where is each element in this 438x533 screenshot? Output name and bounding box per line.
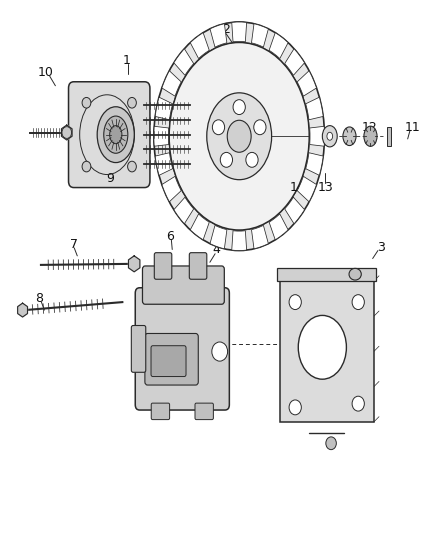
Polygon shape [173,49,193,75]
Bar [386,127,390,146]
Circle shape [82,161,91,172]
Ellipse shape [297,316,346,379]
FancyBboxPatch shape [194,403,213,419]
Polygon shape [190,33,209,59]
Polygon shape [231,231,246,251]
Ellipse shape [348,268,360,280]
Polygon shape [268,33,287,59]
FancyBboxPatch shape [189,253,206,279]
Polygon shape [305,97,322,120]
Circle shape [82,98,91,108]
FancyBboxPatch shape [151,346,186,376]
Text: 11: 11 [403,120,419,134]
Polygon shape [305,153,322,175]
Text: 1: 1 [123,54,131,67]
Text: 10: 10 [37,66,53,79]
Polygon shape [309,126,324,146]
Text: 12: 12 [360,120,376,134]
Polygon shape [162,176,181,202]
Polygon shape [18,303,28,317]
Ellipse shape [245,152,258,167]
Polygon shape [251,225,268,249]
Ellipse shape [169,43,308,230]
FancyBboxPatch shape [142,266,224,304]
FancyBboxPatch shape [145,334,198,385]
Polygon shape [251,23,268,47]
Bar [277,268,375,281]
Polygon shape [154,126,168,146]
Ellipse shape [169,43,308,230]
Text: 8: 8 [35,292,43,305]
Ellipse shape [110,126,122,144]
Circle shape [127,98,136,108]
Circle shape [212,342,227,361]
Ellipse shape [326,132,332,140]
Ellipse shape [153,22,324,251]
Text: 14: 14 [289,181,304,195]
Polygon shape [155,97,172,120]
Polygon shape [162,71,181,96]
Circle shape [351,396,364,411]
Text: 6: 6 [166,230,174,243]
Ellipse shape [206,93,271,180]
Polygon shape [284,49,304,75]
Text: 13: 13 [317,181,332,195]
Ellipse shape [363,126,376,147]
Circle shape [288,400,300,415]
Ellipse shape [321,126,336,147]
Polygon shape [268,214,287,240]
Polygon shape [231,22,246,42]
Text: 9: 9 [106,172,114,185]
Polygon shape [128,256,140,272]
Text: 2: 2 [222,23,230,36]
Text: 4: 4 [212,243,219,256]
Text: 7: 7 [70,238,78,251]
FancyBboxPatch shape [151,403,169,419]
Ellipse shape [342,127,355,146]
Ellipse shape [253,120,265,135]
Circle shape [127,161,136,172]
Ellipse shape [220,152,232,167]
Text: 3: 3 [376,241,384,254]
Polygon shape [284,197,304,224]
FancyBboxPatch shape [135,288,229,410]
FancyBboxPatch shape [131,326,145,372]
FancyBboxPatch shape [279,281,373,422]
Circle shape [351,295,364,310]
Polygon shape [297,176,316,202]
Ellipse shape [103,116,127,154]
Polygon shape [61,125,72,140]
Ellipse shape [212,120,224,135]
Polygon shape [297,71,316,96]
Ellipse shape [233,100,245,115]
FancyBboxPatch shape [68,82,150,188]
Polygon shape [209,225,226,249]
Ellipse shape [227,120,251,152]
Circle shape [288,295,300,310]
Polygon shape [209,23,226,47]
Polygon shape [190,214,209,240]
Polygon shape [155,153,172,175]
FancyBboxPatch shape [154,253,171,279]
Ellipse shape [97,107,134,163]
Circle shape [325,437,336,450]
Polygon shape [173,197,193,224]
